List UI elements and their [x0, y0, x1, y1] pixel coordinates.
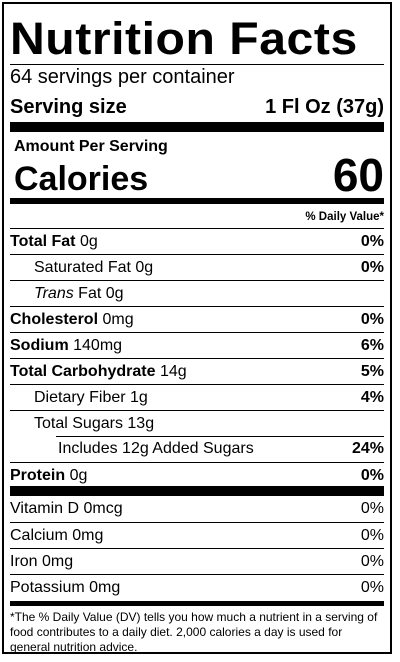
- divider-thin: [10, 64, 384, 65]
- nutrient-row-added-sugars: Includes 12g Added Sugars 24%: [10, 436, 384, 462]
- vitamin-name: Calcium 0mg: [10, 527, 104, 544]
- vitamin-dv: 0%: [360, 527, 384, 544]
- nutrition-facts-label: Nutrition Facts 64 servings per containe…: [2, 2, 392, 654]
- nutrient-dv: 24%: [351, 440, 384, 457]
- nutrient-dv: 0%: [360, 311, 384, 328]
- calories-value: 60: [332, 149, 384, 201]
- divider-thick: [10, 486, 384, 496]
- nutrient-prefix: Trans: [34, 285, 74, 302]
- nutrient-name: Fat: [78, 285, 102, 302]
- nutrient-row-total-sugars: Total Sugars 13g: [10, 410, 384, 437]
- nutrient-name: Saturated Fat: [34, 259, 131, 276]
- nutrient-row-cholesterol: Cholesterol 0mg 0%: [10, 306, 384, 333]
- nutrient-row-saturated-fat: Saturated Fat 0g 0%: [10, 254, 384, 281]
- servings-per-container: 64 servings per container: [10, 66, 235, 88]
- nutrient-name: Cholesterol: [10, 311, 99, 328]
- nutrient-dv: 5%: [360, 363, 384, 380]
- nutrient-dv: 0%: [360, 233, 384, 250]
- vitamin-row-calcium: Calcium 0mg 0%: [10, 522, 384, 549]
- vitamin-name: Vitamin D 0mcg: [10, 500, 123, 517]
- divider-medium: [10, 601, 384, 606]
- serving-size-value: 1 Fl Oz (37g): [265, 96, 384, 118]
- nutrient-amount: 0mg: [102, 311, 134, 328]
- amount-per-serving: Amount Per Serving: [14, 138, 168, 155]
- divider-thick: [10, 122, 384, 132]
- divider-partial: [56, 436, 384, 437]
- nutrient-amount: 0g: [79, 233, 98, 250]
- label-title: Nutrition Facts: [10, 13, 358, 64]
- footnote: *The % Daily Value (DV) tells you how mu…: [10, 610, 378, 654]
- nutrient-amount: 13g: [127, 415, 155, 432]
- serving-size-label: Serving size: [10, 96, 127, 118]
- nutrient-amount: 140mg: [73, 337, 123, 354]
- nutrient-amount: 14g: [159, 363, 187, 380]
- nutrient-dv: 6%: [360, 337, 384, 354]
- calories-label: Calories: [14, 160, 149, 198]
- nutrient-dv: 0%: [360, 467, 384, 484]
- daily-value-header: % Daily Value*: [305, 211, 384, 223]
- nutrient-name: Sodium: [10, 337, 69, 354]
- nutrient-name: Dietary Fiber: [34, 389, 126, 406]
- vitamin-dv: 0%: [360, 579, 384, 596]
- nutrient-row-dietary-fiber: Dietary Fiber 1g 4%: [10, 384, 384, 411]
- nutrient-amount: 1g: [130, 389, 148, 406]
- nutrient-name: Total Carbohydrate: [10, 363, 156, 380]
- vitamin-row-vitamin-d: Vitamin D 0mcg 0%: [10, 496, 384, 522]
- vitamin-name: Iron 0mg: [10, 553, 74, 570]
- vitamin-dv: 0%: [360, 500, 384, 517]
- vitamin-row-iron: Iron 0mg 0%: [10, 548, 384, 575]
- nutrient-amount: 0g: [105, 285, 124, 302]
- nutrient-row-total-fat: Total Fat 0g 0%: [10, 228, 384, 255]
- nutrient-name: Total Fat: [10, 233, 76, 250]
- nutrient-amount: 0g: [69, 467, 88, 484]
- divider-medium: [10, 198, 384, 204]
- nutrient-row-protein: Protein 0g 0%: [10, 462, 384, 489]
- nutrient-name: Total Sugars: [34, 415, 123, 432]
- vitamin-row-potassium: Potassium 0mg 0%: [10, 574, 384, 601]
- nutrient-name: Includes 12g Added Sugars: [58, 440, 254, 457]
- nutrient-row-sodium: Sodium 140mg 6%: [10, 332, 384, 359]
- nutrient-row-total-carbohydrate: Total Carbohydrate 14g 5%: [10, 358, 384, 385]
- nutrient-dv: 4%: [360, 389, 384, 406]
- nutrient-row-trans-fat: Trans Fat 0g: [10, 280, 384, 307]
- nutrient-dv: 0%: [360, 259, 384, 276]
- nutrient-name: Protein: [10, 467, 66, 484]
- vitamin-name: Potassium 0mg: [10, 579, 121, 596]
- nutrient-amount: 0g: [135, 259, 154, 276]
- vitamin-dv: 0%: [360, 553, 384, 570]
